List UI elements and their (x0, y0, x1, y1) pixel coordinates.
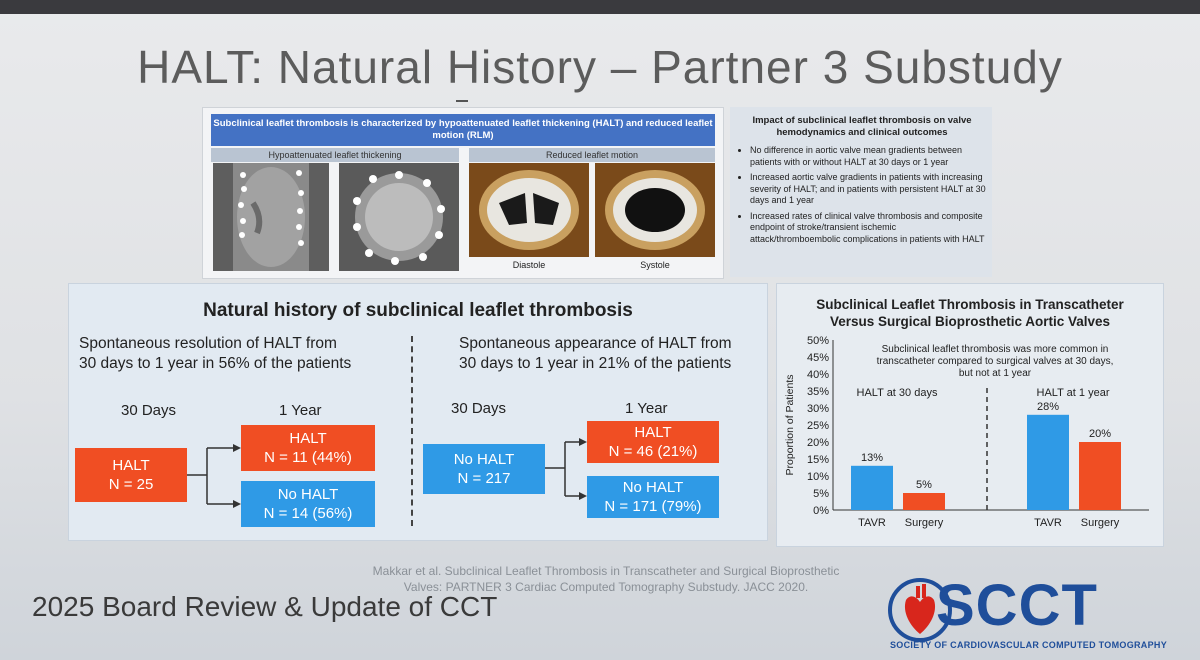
appearance-heading: Spontaneous appearance of HALT from 30 d… (459, 334, 732, 374)
chart-annotation: Subclinical leaflet thrombosis was more … (882, 344, 1109, 355)
chart-annotation: but not at 1 year (959, 368, 1032, 379)
ct-image-short-axis (339, 163, 459, 271)
citation: Makkar et al. Subclinical Leaflet Thromb… (336, 563, 876, 595)
bar-value-label: 28% (1037, 401, 1059, 413)
bar (1027, 414, 1069, 510)
y-tick-label: 15% (807, 454, 829, 466)
no-halt-remained-box: No HALT N = 171 (79%) (587, 476, 719, 518)
dashed-divider (411, 336, 413, 526)
logo-subtitle: SOCIETY OF CARDIOVASCULAR COMPUTED TOMOG… (890, 640, 1168, 650)
bar (1079, 442, 1121, 510)
chart-title-line2: Versus Surgical Bioprosthetic Aortic Val… (829, 314, 1111, 329)
box-line: N = 11 (44%) (264, 449, 352, 466)
y-tick-label: 40% (807, 369, 829, 381)
halt-bar-chart-panel: Subclinical Leaflet Thrombosis in Transc… (776, 283, 1164, 547)
box-line: No HALT (622, 479, 684, 496)
y-tick-label: 10% (807, 471, 829, 483)
heart-logo-icon (888, 578, 952, 642)
category-label: TAVR (1034, 517, 1062, 529)
reduced-motion-header: Reduced leaflet motion (469, 148, 715, 162)
figure-header: Subclinical leaflet thrombosis is charac… (211, 114, 715, 146)
no-halt-start-box: No HALT N = 217 (423, 444, 545, 494)
category-label: Surgery (905, 517, 944, 529)
bar-value-label: 20% (1089, 428, 1111, 440)
impact-bullet: Increased aortic valve gradients in pati… (750, 172, 988, 207)
box-line: HALT (112, 457, 150, 474)
natural-history-panel: Natural history of subclinical leaflet t… (68, 283, 768, 541)
y-tick-label: 50% (807, 335, 829, 347)
box-line: N = 14 (56%) (263, 505, 353, 522)
box-line: No HALT (453, 451, 515, 468)
valve-render-diastole (469, 163, 589, 257)
y-tick-label: 35% (807, 386, 829, 398)
category-label: Surgery (1081, 517, 1120, 529)
impact-list: No difference in aortic valve mean gradi… (736, 145, 988, 249)
natural-history-title: Natural history of subclinical leaflet t… (203, 300, 633, 321)
y-tick-label: 45% (807, 352, 829, 364)
citation-line2: Valves: PARTNER 3 Cardiac Computed Tomog… (403, 580, 809, 594)
hypoattenuated-header: Hypoattenuated leaflet thickening (211, 148, 459, 162)
impact-box: Impact of subclinical leaflet thrombosis… (730, 107, 992, 277)
y-tick-label: 20% (807, 437, 829, 449)
right-label-1-year: 1 Year (625, 400, 668, 417)
ct-image-long-axis (213, 163, 329, 271)
title-cursor-mark (456, 100, 468, 102)
right-label-30-days: 30 Days (451, 400, 507, 417)
impact-bullet: No difference in aortic valve mean gradi… (750, 145, 988, 168)
bar (851, 465, 893, 510)
bar-value-label: 13% (861, 452, 883, 464)
y-axis-label: Proportion of Patients (784, 375, 796, 476)
appearance-heading-line2: 30 days to 1 year in 21% of the patients (459, 355, 732, 372)
valve-render-systole (595, 163, 715, 257)
chart-title-line1: Subclinical Leaflet Thrombosis in Transc… (816, 297, 1124, 312)
y-tick-label: 25% (807, 420, 829, 432)
box-line: No HALT (277, 486, 339, 503)
resolution-heading-line1: Spontaneous resolution of HALT from (79, 335, 337, 352)
leaflet-thrombosis-figure: Subclinical leaflet thrombosis is charac… (202, 107, 724, 279)
diastole-caption: Diastole (512, 260, 546, 270)
box-line: N = 25 (108, 476, 154, 493)
appearance-heading-line1: Spontaneous appearance of HALT from (459, 335, 732, 352)
box-line: N = 217 (457, 470, 511, 487)
impact-bullet: Increased rates of clinical valve thromb… (750, 211, 988, 246)
box-line: HALT (634, 424, 672, 441)
halt-start-box: HALT N = 25 (75, 448, 187, 502)
halt-appeared-box: HALT N = 46 (21%) (587, 421, 719, 463)
course-title: 2025 Board Review & Update of CCT (32, 591, 498, 622)
y-tick-label: 0% (813, 505, 829, 517)
box-line: N = 171 (79%) (604, 498, 702, 515)
group-label: HALT at 1 year (1037, 387, 1110, 399)
chart-title: Subclinical Leaflet Thrombosis in Transc… (777, 296, 1163, 330)
group-label: HALT at 30 days (857, 387, 938, 399)
halt-resolved-box: No HALT N = 14 (56%) (241, 481, 375, 527)
bar (903, 493, 945, 510)
systole-caption: Systole (640, 260, 670, 270)
bar-value-label: 5% (916, 479, 932, 491)
impact-title: Impact of subclinical leaflet thrombosis… (752, 115, 972, 138)
citation-line1: Makkar et al. Subclinical Leaflet Thromb… (372, 564, 840, 578)
top-bar (0, 0, 1200, 14)
slide-title: HALT: Natural History – Partner 3 Substu… (137, 41, 1063, 93)
chart-annotation: transcatheter compared to surgical valve… (877, 356, 1114, 367)
flow-connectors (187, 438, 587, 508)
category-label: TAVR (858, 517, 886, 529)
left-label-1-year: 1 Year (279, 402, 322, 419)
y-tick-label: 30% (807, 403, 829, 415)
resolution-heading: Spontaneous resolution of HALT from 30 d… (79, 334, 351, 374)
y-tick-label: 5% (813, 488, 829, 500)
bar-chart: 0% 5% 10% 15% 20% 25% 30% 35% 40% 45% 50% Proportio… (784, 335, 1149, 529)
halt-persistent-box: HALT N = 11 (44%) (241, 425, 375, 471)
box-line: N = 46 (21%) (608, 443, 698, 460)
box-line: HALT (289, 430, 327, 447)
logo-wordmark: SCCT (936, 573, 1098, 638)
resolution-heading-line2: 30 days to 1 year in 56% of the patients (79, 355, 352, 372)
left-label-30-days: 30 Days (121, 402, 177, 419)
